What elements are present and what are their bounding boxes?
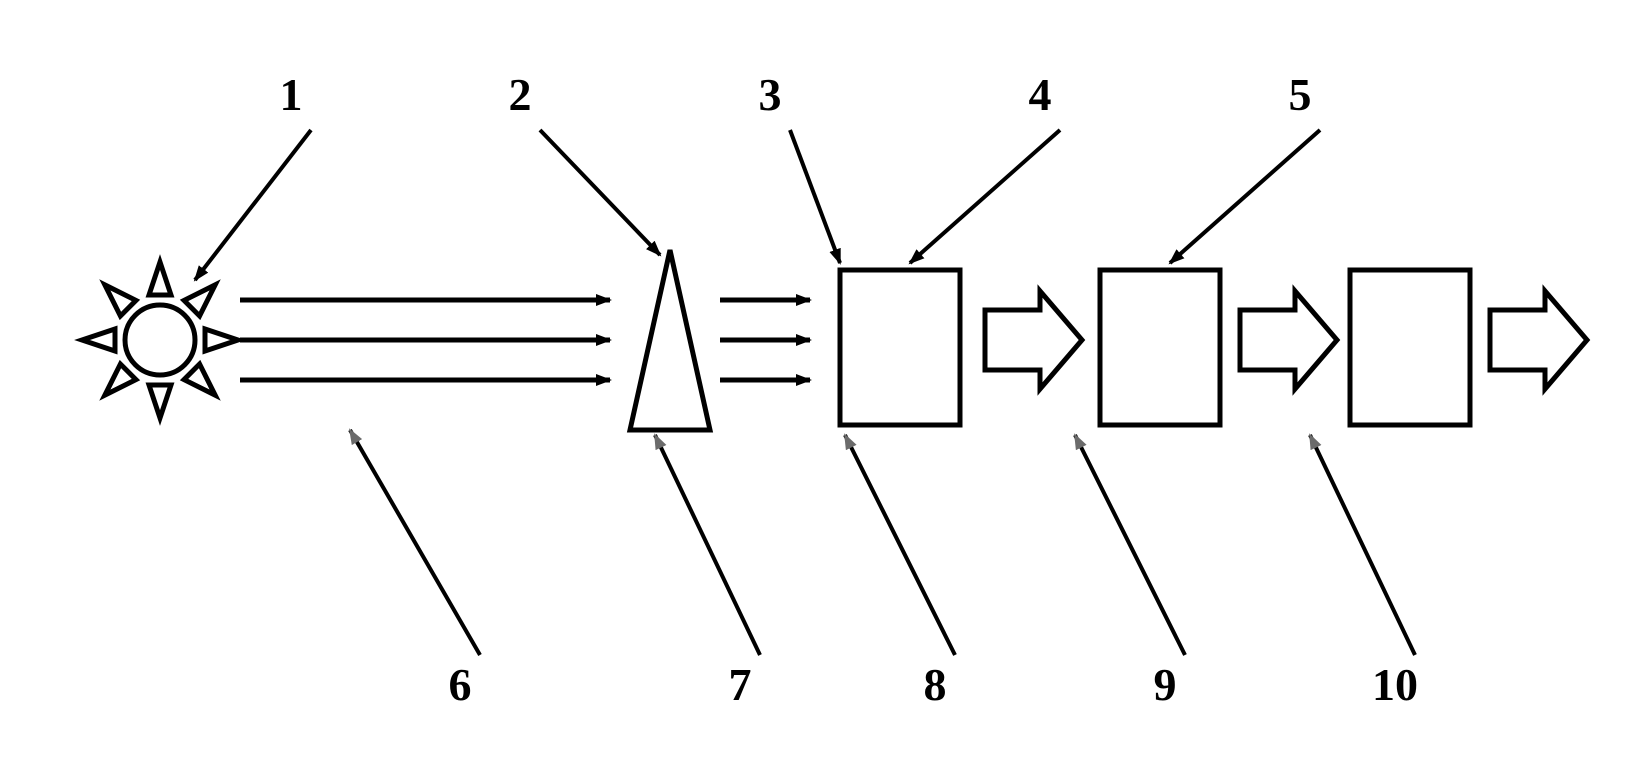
prism-icon (630, 250, 710, 430)
process-box-5 (1350, 270, 1470, 425)
pointer-arrow-bottom (655, 435, 760, 655)
pointer-arrow-top (910, 130, 1060, 263)
block-arrow-3 (1490, 291, 1587, 389)
label-6: 6 (449, 659, 472, 710)
label-4: 4 (1029, 69, 1052, 120)
block-arrow-1 (985, 291, 1082, 389)
pointer-arrow-bottom (350, 430, 480, 655)
label-1: 1 (280, 69, 303, 120)
pointer-arrow-top (195, 130, 311, 280)
label-8: 8 (924, 659, 947, 710)
label-5: 5 (1289, 69, 1312, 120)
pointer-arrow-bottom (1310, 435, 1415, 655)
process-box-3 (840, 270, 960, 425)
pointer-arrow-bottom (845, 435, 955, 655)
label-3: 3 (759, 69, 782, 120)
label-9: 9 (1154, 659, 1177, 710)
pointer-arrow-bottom (1075, 435, 1185, 655)
label-7: 7 (729, 659, 752, 710)
label-10: 10 (1372, 659, 1418, 710)
sun-icon (82, 262, 238, 418)
pointer-arrow-top (790, 130, 840, 263)
process-box-4 (1100, 270, 1220, 425)
block-arrow-2 (1240, 291, 1337, 389)
label-2: 2 (509, 69, 532, 120)
pointer-arrow-top (540, 130, 660, 255)
pointer-arrow-top (1170, 130, 1320, 263)
